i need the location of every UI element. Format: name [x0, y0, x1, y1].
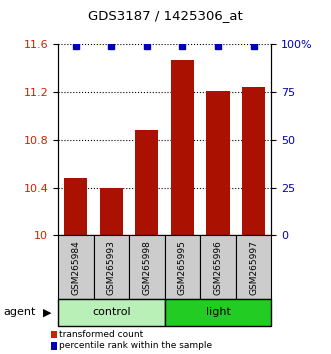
Text: agent: agent [3, 307, 36, 318]
Text: light: light [206, 307, 230, 318]
Bar [207, 91, 230, 235]
Bar [236, 235, 271, 299]
Text: GSM265997: GSM265997 [249, 240, 258, 295]
Text: GSM265998: GSM265998 [142, 240, 151, 295]
Text: control: control [92, 307, 131, 318]
Text: percentile rank within the sample: percentile rank within the sample [59, 341, 212, 350]
Bar [129, 235, 165, 299]
Bar [93, 235, 129, 299]
Text: ▶: ▶ [43, 307, 52, 318]
Text: GSM265993: GSM265993 [107, 240, 116, 295]
Bar [58, 299, 165, 326]
Text: transformed count: transformed count [59, 330, 143, 339]
Text: GSM265984: GSM265984 [71, 240, 80, 295]
Bar [200, 235, 236, 299]
Bar [165, 299, 271, 326]
Bar [64, 178, 87, 235]
Bar [171, 60, 194, 235]
Bar [58, 235, 93, 299]
Text: GSM265996: GSM265996 [213, 240, 222, 295]
Bar [165, 235, 200, 299]
Bar [135, 130, 159, 235]
Bar [100, 188, 123, 235]
Text: GSM265995: GSM265995 [178, 240, 187, 295]
Bar [242, 87, 265, 235]
Text: GDS3187 / 1425306_at: GDS3187 / 1425306_at [88, 9, 243, 22]
